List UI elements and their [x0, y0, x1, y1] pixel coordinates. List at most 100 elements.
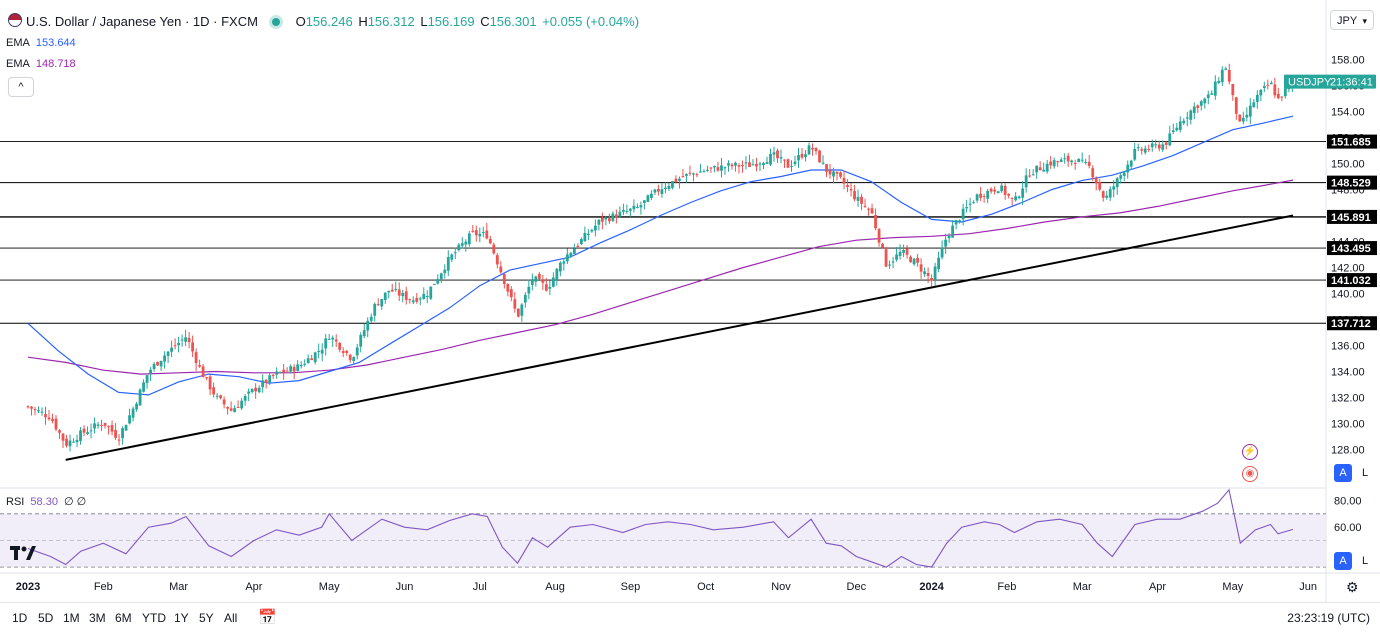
- candle-body: [874, 214, 877, 229]
- candle-body: [1080, 159, 1084, 161]
- candle-body: [124, 425, 128, 431]
- symbol-title[interactable]: U.S. Dollar / Japanese Yen · 1D · FXCM: [26, 14, 258, 29]
- candle-body: [485, 230, 489, 239]
- candle-body: [324, 338, 328, 349]
- candle-body: [902, 250, 905, 253]
- candle-body: [282, 369, 286, 373]
- candle-body: [236, 406, 240, 408]
- candle-body: [1112, 186, 1116, 190]
- timeframe-1d[interactable]: 1D: [12, 611, 28, 625]
- date-range-icon[interactable]: 📅: [258, 609, 277, 626]
- level-price-label: 145.891: [1331, 212, 1371, 224]
- candle-body: [254, 387, 258, 392]
- candle-body: [1147, 149, 1151, 151]
- last-price-tag: [1284, 74, 1376, 89]
- candle-body: [909, 256, 912, 263]
- candle-body: [646, 195, 650, 202]
- candle-body: [513, 299, 517, 309]
- candle-body: [657, 188, 660, 192]
- level-price-tag: [1327, 241, 1377, 256]
- ema-fast-legend[interactable]: EMA 153.644: [6, 37, 76, 49]
- ema-slow-legend[interactable]: EMA 148.718: [6, 58, 76, 70]
- candle-body: [1101, 191, 1105, 198]
- lightning-icon[interactable]: ⚡: [1242, 444, 1258, 460]
- time-tick-label: May: [1222, 581, 1243, 593]
- timeframe-5d[interactable]: 5D: [38, 611, 54, 625]
- candle-body: [1049, 161, 1053, 166]
- candle-body: [1028, 175, 1032, 177]
- low-label: L: [420, 14, 428, 29]
- candle-body: [1210, 93, 1214, 95]
- candle-body: [590, 229, 594, 232]
- level-price-tag: [1327, 316, 1377, 331]
- timeframe-all[interactable]: All: [224, 611, 238, 625]
- open-label: O: [295, 14, 306, 29]
- timeframe-1m[interactable]: 1M: [63, 611, 80, 625]
- currency-select[interactable]: JPY ▾: [1330, 10, 1374, 30]
- candle-body: [1066, 155, 1070, 162]
- candle-body: [972, 202, 976, 204]
- candle-body: [758, 163, 762, 165]
- candle-body: [355, 347, 359, 356]
- rsi-value: 58.30: [30, 496, 58, 508]
- candle-body: [867, 208, 870, 210]
- timeframe-3m[interactable]: 3M: [89, 611, 106, 625]
- chart-canvas[interactable]: 158.00156.00154.00152.00150.00148.00146.…: [0, 0, 1380, 602]
- candle-body: [961, 208, 965, 220]
- candle-body: [544, 284, 548, 291]
- candle-body: [37, 410, 40, 412]
- candle-body: [828, 170, 832, 175]
- candle-body: [807, 145, 811, 155]
- candle-body: [1115, 178, 1119, 188]
- candle-body: [1122, 172, 1126, 176]
- candle-body: [842, 177, 846, 184]
- utc-clock[interactable]: 23:23:19 (UTC): [1287, 611, 1370, 625]
- timeframe-5y[interactable]: 5Y: [199, 611, 214, 625]
- timeframe-6m[interactable]: 6M: [115, 611, 132, 625]
- candle-body: [1024, 175, 1028, 188]
- candle-body: [1059, 159, 1063, 162]
- candle-body: [306, 358, 310, 363]
- timeframe-ytd[interactable]: YTD: [142, 611, 166, 625]
- candle-body: [390, 289, 394, 292]
- candle-body: [1136, 147, 1140, 149]
- candle-body: [551, 277, 555, 287]
- log-scale-button[interactable]: L: [1356, 464, 1374, 482]
- events-icon[interactable]: ◉: [1242, 466, 1258, 482]
- candle-body: [720, 165, 723, 171]
- candle-body: [555, 268, 559, 280]
- candle-body: [383, 292, 387, 300]
- auto-scale-button[interactable]: A: [1334, 464, 1352, 482]
- candle-body: [611, 213, 615, 221]
- candle-body: [944, 239, 948, 247]
- candle-body: [142, 382, 145, 392]
- candle-body: [1021, 188, 1025, 198]
- candle-body: [853, 191, 856, 200]
- candle-body: [481, 232, 485, 234]
- candle-body: [271, 374, 275, 376]
- rsi-legend[interactable]: RSI 58.30 ∅ ∅: [6, 495, 86, 508]
- candle-body: [1259, 89, 1263, 96]
- candle-body: [1098, 182, 1102, 190]
- candle-body: [1182, 120, 1186, 124]
- rsi-log-scale-button[interactable]: L: [1356, 552, 1374, 570]
- level-price-label: 143.495: [1331, 243, 1371, 255]
- currency-value: JPY: [1337, 15, 1358, 27]
- candle-body: [776, 150, 779, 159]
- candle-body: [520, 304, 524, 316]
- candle-body: [940, 247, 944, 258]
- candle-body: [1203, 98, 1207, 104]
- candle-body: [1105, 195, 1109, 198]
- candle-body: [916, 257, 919, 263]
- rsi-extra: ∅ ∅: [64, 496, 87, 508]
- candle-body: [208, 376, 212, 390]
- timeframe-1y[interactable]: 1Y: [174, 611, 189, 625]
- candle-body: [509, 289, 513, 298]
- collapse-legend-button[interactable]: ^: [8, 77, 34, 97]
- candle-body: [1150, 143, 1154, 148]
- candle-body: [636, 206, 639, 208]
- candle-body: [699, 171, 702, 173]
- candle-body: [516, 308, 520, 317]
- rsi-auto-scale-button[interactable]: A: [1334, 552, 1352, 570]
- candle-body: [716, 167, 720, 171]
